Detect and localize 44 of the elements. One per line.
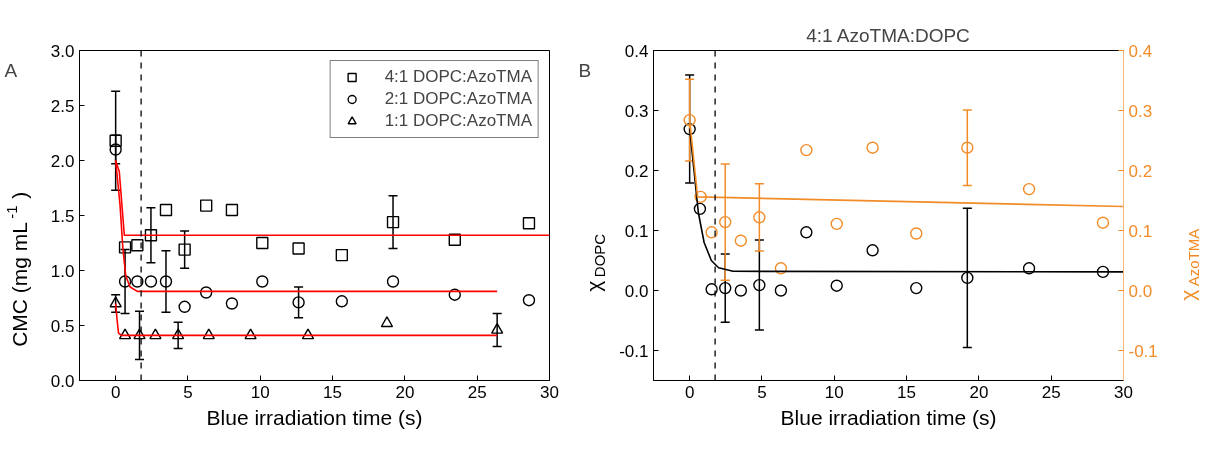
y2-axis-title: χAzoTMA — [1176, 228, 1202, 301]
text: B — [578, 59, 592, 81]
y-tick-label: 0.3 — [624, 101, 649, 121]
y-axis-title: CMC (mg mL-1) — [2, 191, 31, 347]
legend-label: 2:1 DOPC:AzoTMA — [384, 89, 532, 109]
y-tick-label: 2.5 — [50, 96, 75, 116]
x-axis-title: Blue irradiation time (s) — [206, 405, 423, 429]
x-tick-label: 30 — [1114, 382, 1133, 402]
y2-tick-label: -0.1 — [1128, 341, 1158, 361]
y-tick-label: 0.1 — [624, 221, 649, 241]
x-tick-label: 20 — [395, 382, 415, 402]
y-tick-label: 3.0 — [50, 41, 75, 61]
y-tick-label: 0.5 — [50, 316, 75, 336]
legend-label: 1:1 DOPC:AzoTMA — [384, 111, 532, 131]
x-tick-label: 0 — [684, 382, 695, 402]
y2-tick-label: 0.2 — [1128, 161, 1153, 181]
x-tick-label: 30 — [540, 382, 559, 402]
y-tick-label: 2.0 — [50, 151, 75, 171]
y2-tick-label: 0.0 — [1128, 281, 1153, 301]
y-tick-label: 1.5 — [50, 206, 75, 226]
y2-tick-label: 0.4 — [1128, 41, 1153, 61]
y-tick-label: 1.0 — [50, 261, 75, 281]
legend-label: 4:1 DOPC:AzoTMA — [384, 67, 532, 87]
y-axis-title: χDOPC — [582, 233, 608, 292]
y-tick-label: 0.4 — [624, 41, 649, 61]
y2-tick-label: 0.1 — [1128, 221, 1153, 241]
x-tick-label: 10 — [824, 382, 844, 402]
x-tick-label: 15 — [897, 382, 917, 402]
y2-tick-label: 0.3 — [1128, 101, 1153, 121]
x-tick-label: 20 — [969, 382, 989, 402]
x-tick-label: 25 — [467, 382, 487, 402]
x-tick-label: 5 — [183, 382, 193, 402]
y-tick-label: 0.2 — [624, 161, 649, 181]
y-tick-label: 0.0 — [50, 371, 75, 391]
x-tick-label: 15 — [323, 382, 343, 402]
x-tick-label: 0 — [110, 382, 121, 402]
x-axis-title: Blue irradiation time (s) — [780, 405, 997, 429]
y-tick-label: 0.0 — [624, 281, 649, 301]
y-tick-label: -0.1 — [619, 341, 649, 361]
x-tick-label: 25 — [1041, 382, 1061, 402]
x-tick-label: 5 — [757, 382, 767, 402]
x-tick-label: 10 — [250, 382, 270, 402]
chart-title: 4:1 AzoTMA:DOPC — [806, 24, 970, 46]
text: A — [4, 59, 18, 81]
